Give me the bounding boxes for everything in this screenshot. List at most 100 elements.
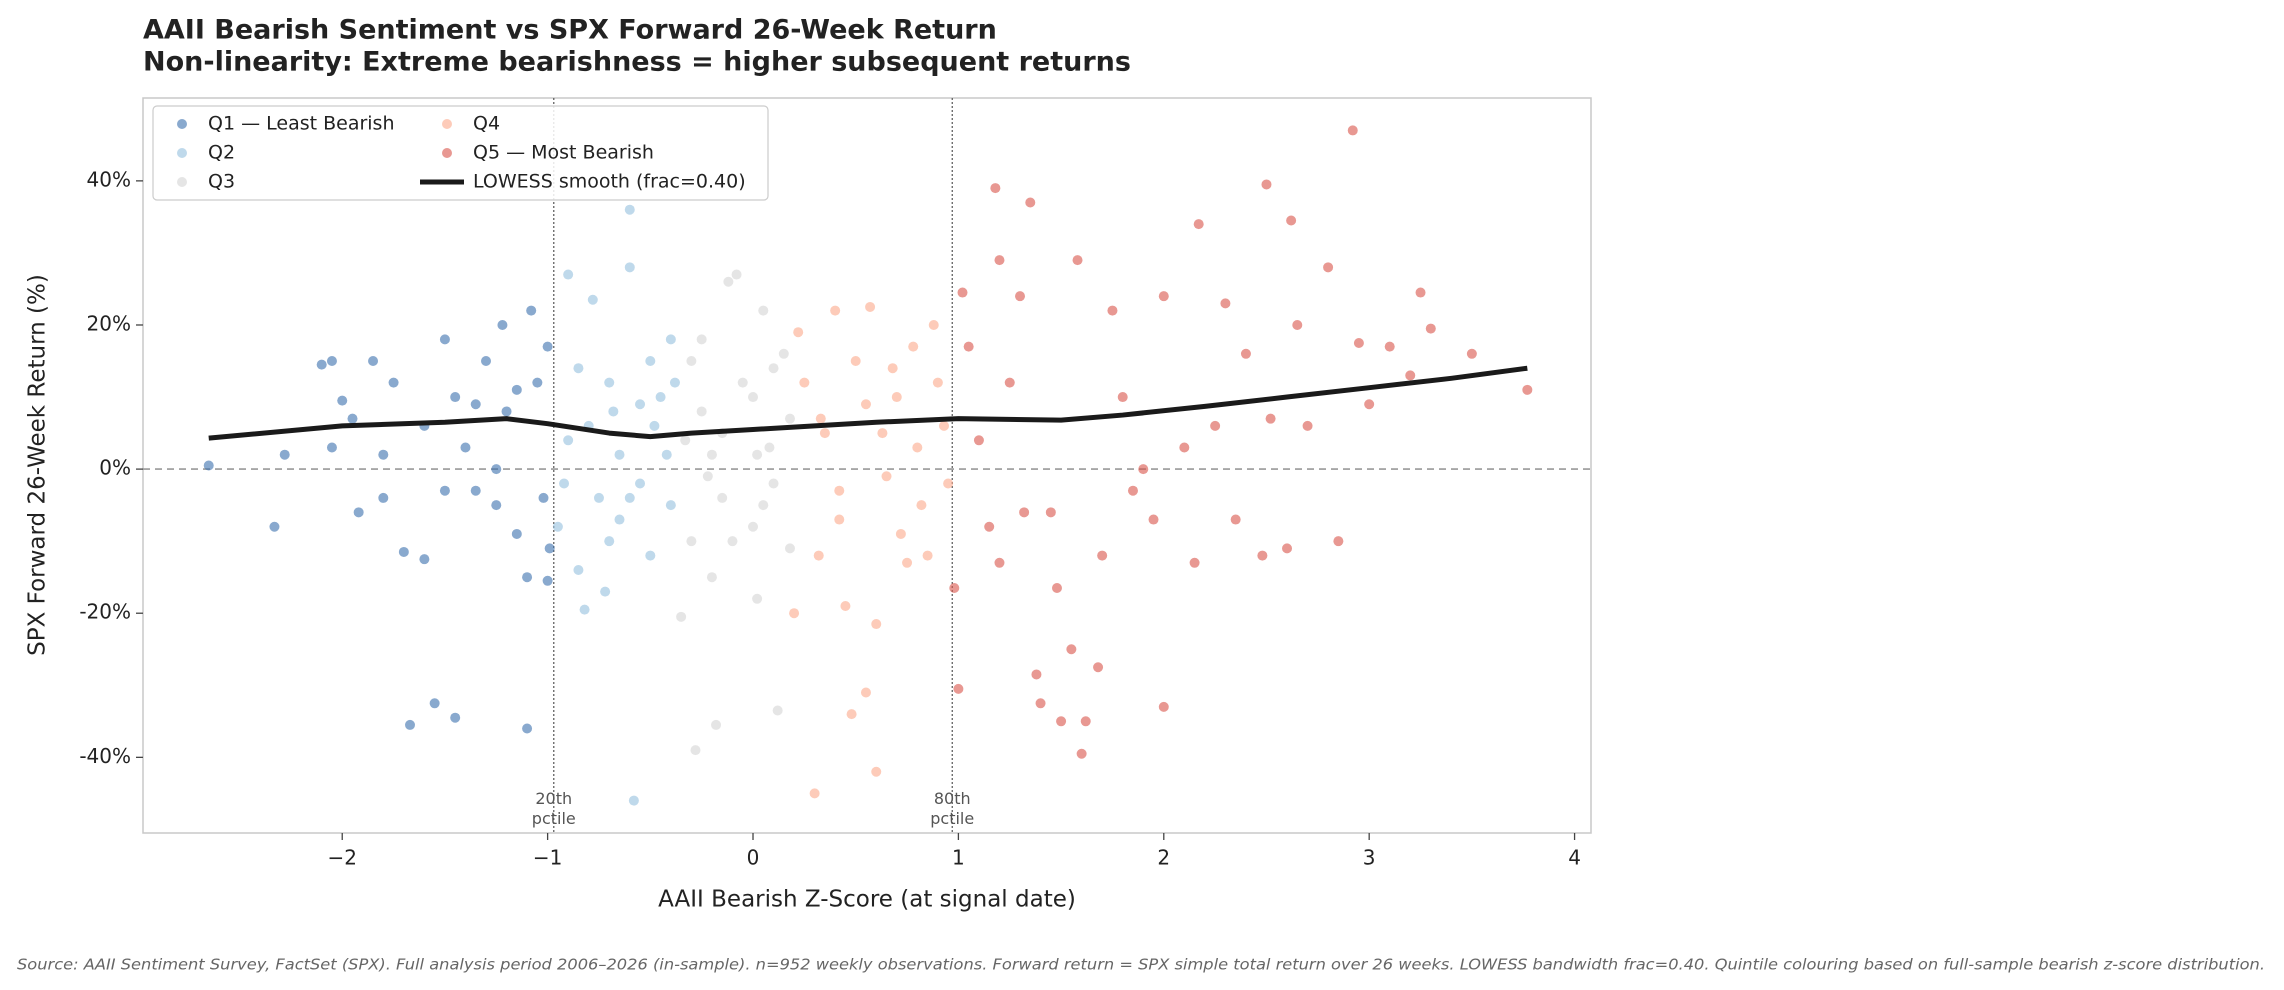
scatter-point [932, 377, 943, 388]
scatter-point [429, 698, 440, 709]
scatter-point [1025, 197, 1036, 208]
scatter-point [731, 269, 742, 280]
scatter-point [834, 485, 845, 496]
legend-marker [177, 119, 187, 129]
scatter-point [669, 377, 680, 388]
scatter-point [706, 572, 717, 583]
scatter-point [1051, 583, 1062, 593]
scatter-point [881, 471, 892, 482]
scatter-point [388, 377, 399, 388]
legend-label: Q4 [473, 113, 500, 135]
scatter-point [614, 449, 625, 460]
x-tick-label: −1 [533, 846, 562, 870]
scatter-point [1522, 384, 1533, 395]
scatter-point [1282, 543, 1293, 554]
scatter-point [902, 557, 913, 568]
scatter-point [789, 608, 800, 619]
scatter-point [1265, 413, 1276, 424]
scatter-point [1286, 215, 1297, 226]
scatter-point [542, 575, 553, 586]
legend-label: Q3 [208, 171, 235, 193]
scatter-point [916, 500, 927, 511]
scatter-point [1076, 748, 1087, 759]
scatter-point [1031, 669, 1042, 680]
scatter-point [1138, 464, 1149, 475]
scatter-point [501, 406, 512, 417]
scatter-point [784, 543, 795, 554]
scatter-point [563, 435, 574, 446]
scatter-point [1302, 420, 1313, 431]
scatter-point [439, 334, 450, 345]
scatter-point [645, 356, 656, 367]
scatter-point [984, 521, 995, 532]
x-tick-label: 2 [1157, 846, 1170, 870]
legend-label: Q5 — Most Bearish [473, 142, 654, 164]
scatter-point [203, 460, 214, 471]
scatter-point [768, 363, 779, 374]
scatter-point [544, 543, 555, 554]
scatter-point [326, 356, 337, 367]
scatter-point [497, 319, 508, 330]
scatter-point [764, 442, 775, 453]
scatter-point [511, 528, 522, 539]
scatter-point [1425, 323, 1436, 334]
scatter-point [542, 341, 553, 352]
scatter-point [799, 377, 810, 388]
legend-label: LOWESS smooth (frac=0.40) [473, 171, 746, 193]
scatter-point [279, 449, 290, 460]
scatter-point [865, 301, 876, 312]
scatter-point [1066, 644, 1077, 655]
scatter-point [748, 521, 759, 532]
scatter-point [563, 269, 574, 280]
scatter-point [994, 557, 1005, 568]
legend-box [152, 105, 769, 201]
scatter-point [758, 305, 769, 316]
scatter-point [737, 377, 748, 388]
scatter-point [316, 359, 327, 370]
scatter-point [1193, 219, 1204, 230]
scatter-point [860, 687, 871, 698]
scatter-point [532, 377, 543, 388]
scatter-point [1045, 507, 1056, 518]
scatter-point [1158, 701, 1169, 712]
scatter-point [943, 478, 954, 489]
x-tick-label: −2 [327, 846, 356, 870]
scatter-point [419, 554, 430, 565]
legend-label: Q2 [208, 142, 235, 164]
scatter-point [1127, 485, 1138, 496]
scatter-point [604, 377, 615, 388]
scatter-point [608, 406, 619, 417]
scatter-point [834, 514, 845, 525]
scatter-point [635, 399, 646, 410]
scatter-point [973, 435, 984, 446]
scatter-point [686, 356, 697, 367]
scatter-point [347, 413, 358, 424]
scatter-point [680, 435, 691, 446]
scatter-point [439, 485, 450, 496]
scatter-point [353, 507, 364, 518]
scatter-point [706, 449, 717, 460]
scatter-point [470, 485, 481, 496]
scatter-point [957, 287, 968, 298]
scatter-point [337, 395, 348, 406]
scatter-point [1117, 392, 1128, 403]
scatter-point [1210, 420, 1221, 431]
scatter-point [624, 492, 635, 503]
scatter-point [953, 683, 964, 694]
scatter-point [793, 327, 804, 338]
scatter-point [994, 255, 1005, 266]
scatter-point [850, 356, 861, 367]
legend-marker [177, 148, 187, 158]
scatter-point [702, 471, 713, 482]
scatter-point [573, 363, 584, 374]
scatter-point [1333, 536, 1344, 547]
y-tick-label: -40% [79, 744, 131, 768]
scatter-point [269, 521, 280, 532]
scatter-point [860, 399, 871, 410]
scatter-point [552, 521, 563, 532]
scatter-point [522, 723, 533, 734]
percentile-label: 80th pctile [930, 789, 975, 828]
scatter-point [1056, 716, 1067, 727]
